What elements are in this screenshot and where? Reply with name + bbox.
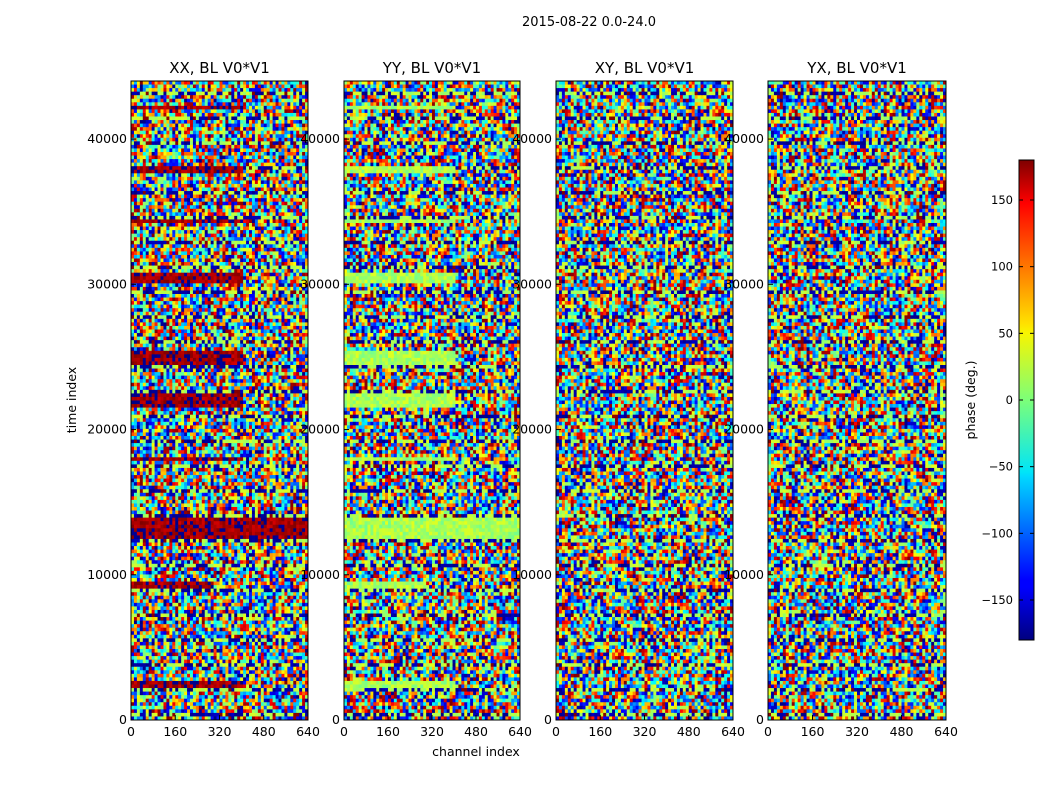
panel-yx: YX, BL V0*V1 0 160 320 480 640 0 10000 20000 300… bbox=[724, 59, 958, 739]
x-tick-label: 480 bbox=[677, 724, 701, 739]
panel-title: YX, BL V0*V1 bbox=[806, 59, 907, 77]
y-tick-label: 10000 bbox=[300, 567, 340, 582]
x-tick-label: 640 bbox=[508, 724, 532, 739]
y-tick-label: 30000 bbox=[512, 276, 552, 291]
y-tick-label: 20000 bbox=[300, 422, 340, 437]
x-tick-label: 640 bbox=[721, 724, 745, 739]
colorbar-tick-label: −50 bbox=[989, 460, 1013, 474]
colorbar-tick-label: 100 bbox=[991, 260, 1013, 274]
axis-ticks: 0 160 320 480 640 0 10000 20000 30000 40000 bbox=[300, 131, 532, 739]
x-tick-label: 640 bbox=[296, 724, 320, 739]
heatmap-image bbox=[556, 81, 734, 721]
y-tick-label: 10000 bbox=[512, 567, 552, 582]
x-tick-label: 160 bbox=[163, 724, 187, 739]
colorbar-ticks: −150 −100 −50 0 50 100 150 bbox=[981, 193, 1034, 607]
colorbar: −150 −100 −50 0 50 100 150 phase (deg.) bbox=[963, 159, 1035, 641]
axis-ticks: 0 160 320 480 640 0 10000 20000 30000 40000 bbox=[87, 131, 320, 739]
x-tick-label: 320 bbox=[633, 724, 657, 739]
y-tick-label: 20000 bbox=[724, 422, 764, 437]
x-axis-label: channel index bbox=[432, 744, 520, 759]
y-tick-label: 20000 bbox=[512, 422, 552, 437]
heatmap-image bbox=[768, 81, 947, 721]
x-tick-label: 160 bbox=[588, 724, 612, 739]
heatmap-image bbox=[344, 81, 521, 721]
y-tick-label: 40000 bbox=[300, 131, 340, 146]
x-tick-label: 0 bbox=[764, 724, 772, 739]
colorbar-tick-label: −150 bbox=[981, 593, 1013, 607]
y-tick-label: 40000 bbox=[87, 131, 127, 146]
x-tick-label: 320 bbox=[420, 724, 444, 739]
heatmap-image bbox=[131, 81, 309, 721]
y-tick-label: 40000 bbox=[512, 131, 552, 146]
panel-xx: XX, BL V0*V1 0 160 320 480 640 0 10000 20000 300… bbox=[87, 59, 320, 739]
panel-title: YY, BL V0*V1 bbox=[382, 59, 481, 77]
panel-title: XY, BL V0*V1 bbox=[595, 59, 695, 77]
colorbar-label: phase (deg.) bbox=[963, 361, 978, 440]
y-tick-label: 0 bbox=[332, 712, 340, 727]
y-tick-label: 40000 bbox=[724, 131, 764, 146]
y-tick-label: 20000 bbox=[87, 422, 127, 437]
x-tick-label: 0 bbox=[127, 724, 135, 739]
x-tick-label: 160 bbox=[801, 724, 825, 739]
y-tick-label: 30000 bbox=[300, 276, 340, 291]
x-tick-label: 0 bbox=[340, 724, 348, 739]
x-tick-label: 480 bbox=[890, 724, 914, 739]
panel-title: XX, BL V0*V1 bbox=[169, 59, 270, 77]
colorbar-tick-label: 50 bbox=[998, 326, 1013, 340]
x-tick-label: 320 bbox=[208, 724, 232, 739]
panel-xy: XY, BL V0*V1 0 160 320 480 640 0 10000 20000 300… bbox=[512, 59, 745, 739]
y-tick-label: 0 bbox=[756, 712, 764, 727]
axis-ticks: 0 160 320 480 640 0 10000 20000 30000 40000 bbox=[724, 131, 958, 739]
y-tick-label: 0 bbox=[544, 712, 552, 727]
x-tick-label: 160 bbox=[376, 724, 400, 739]
x-tick-label: 480 bbox=[252, 724, 276, 739]
y-tick-label: 30000 bbox=[724, 276, 764, 291]
axis-ticks: 0 160 320 480 640 0 10000 20000 30000 40000 bbox=[512, 131, 745, 739]
figure-title: 2015-08-22 0.0-24.0 bbox=[522, 15, 656, 30]
y-tick-label: 10000 bbox=[724, 567, 764, 582]
colorbar-tick-label: 0 bbox=[1006, 393, 1013, 407]
y-tick-label: 10000 bbox=[87, 567, 127, 582]
colorbar-tick-label: 150 bbox=[991, 193, 1013, 207]
x-tick-label: 0 bbox=[552, 724, 560, 739]
y-tick-label: 0 bbox=[119, 712, 127, 727]
colorbar-tick-label: −100 bbox=[981, 526, 1013, 540]
x-tick-label: 640 bbox=[934, 724, 958, 739]
y-axis-label: time index bbox=[64, 367, 79, 433]
x-tick-label: 480 bbox=[464, 724, 488, 739]
y-tick-label: 30000 bbox=[87, 276, 127, 291]
panel-yy: YY, BL V0*V1 0 160 320 480 640 0 10000 20000 300… bbox=[300, 59, 532, 739]
x-tick-label: 320 bbox=[845, 724, 869, 739]
